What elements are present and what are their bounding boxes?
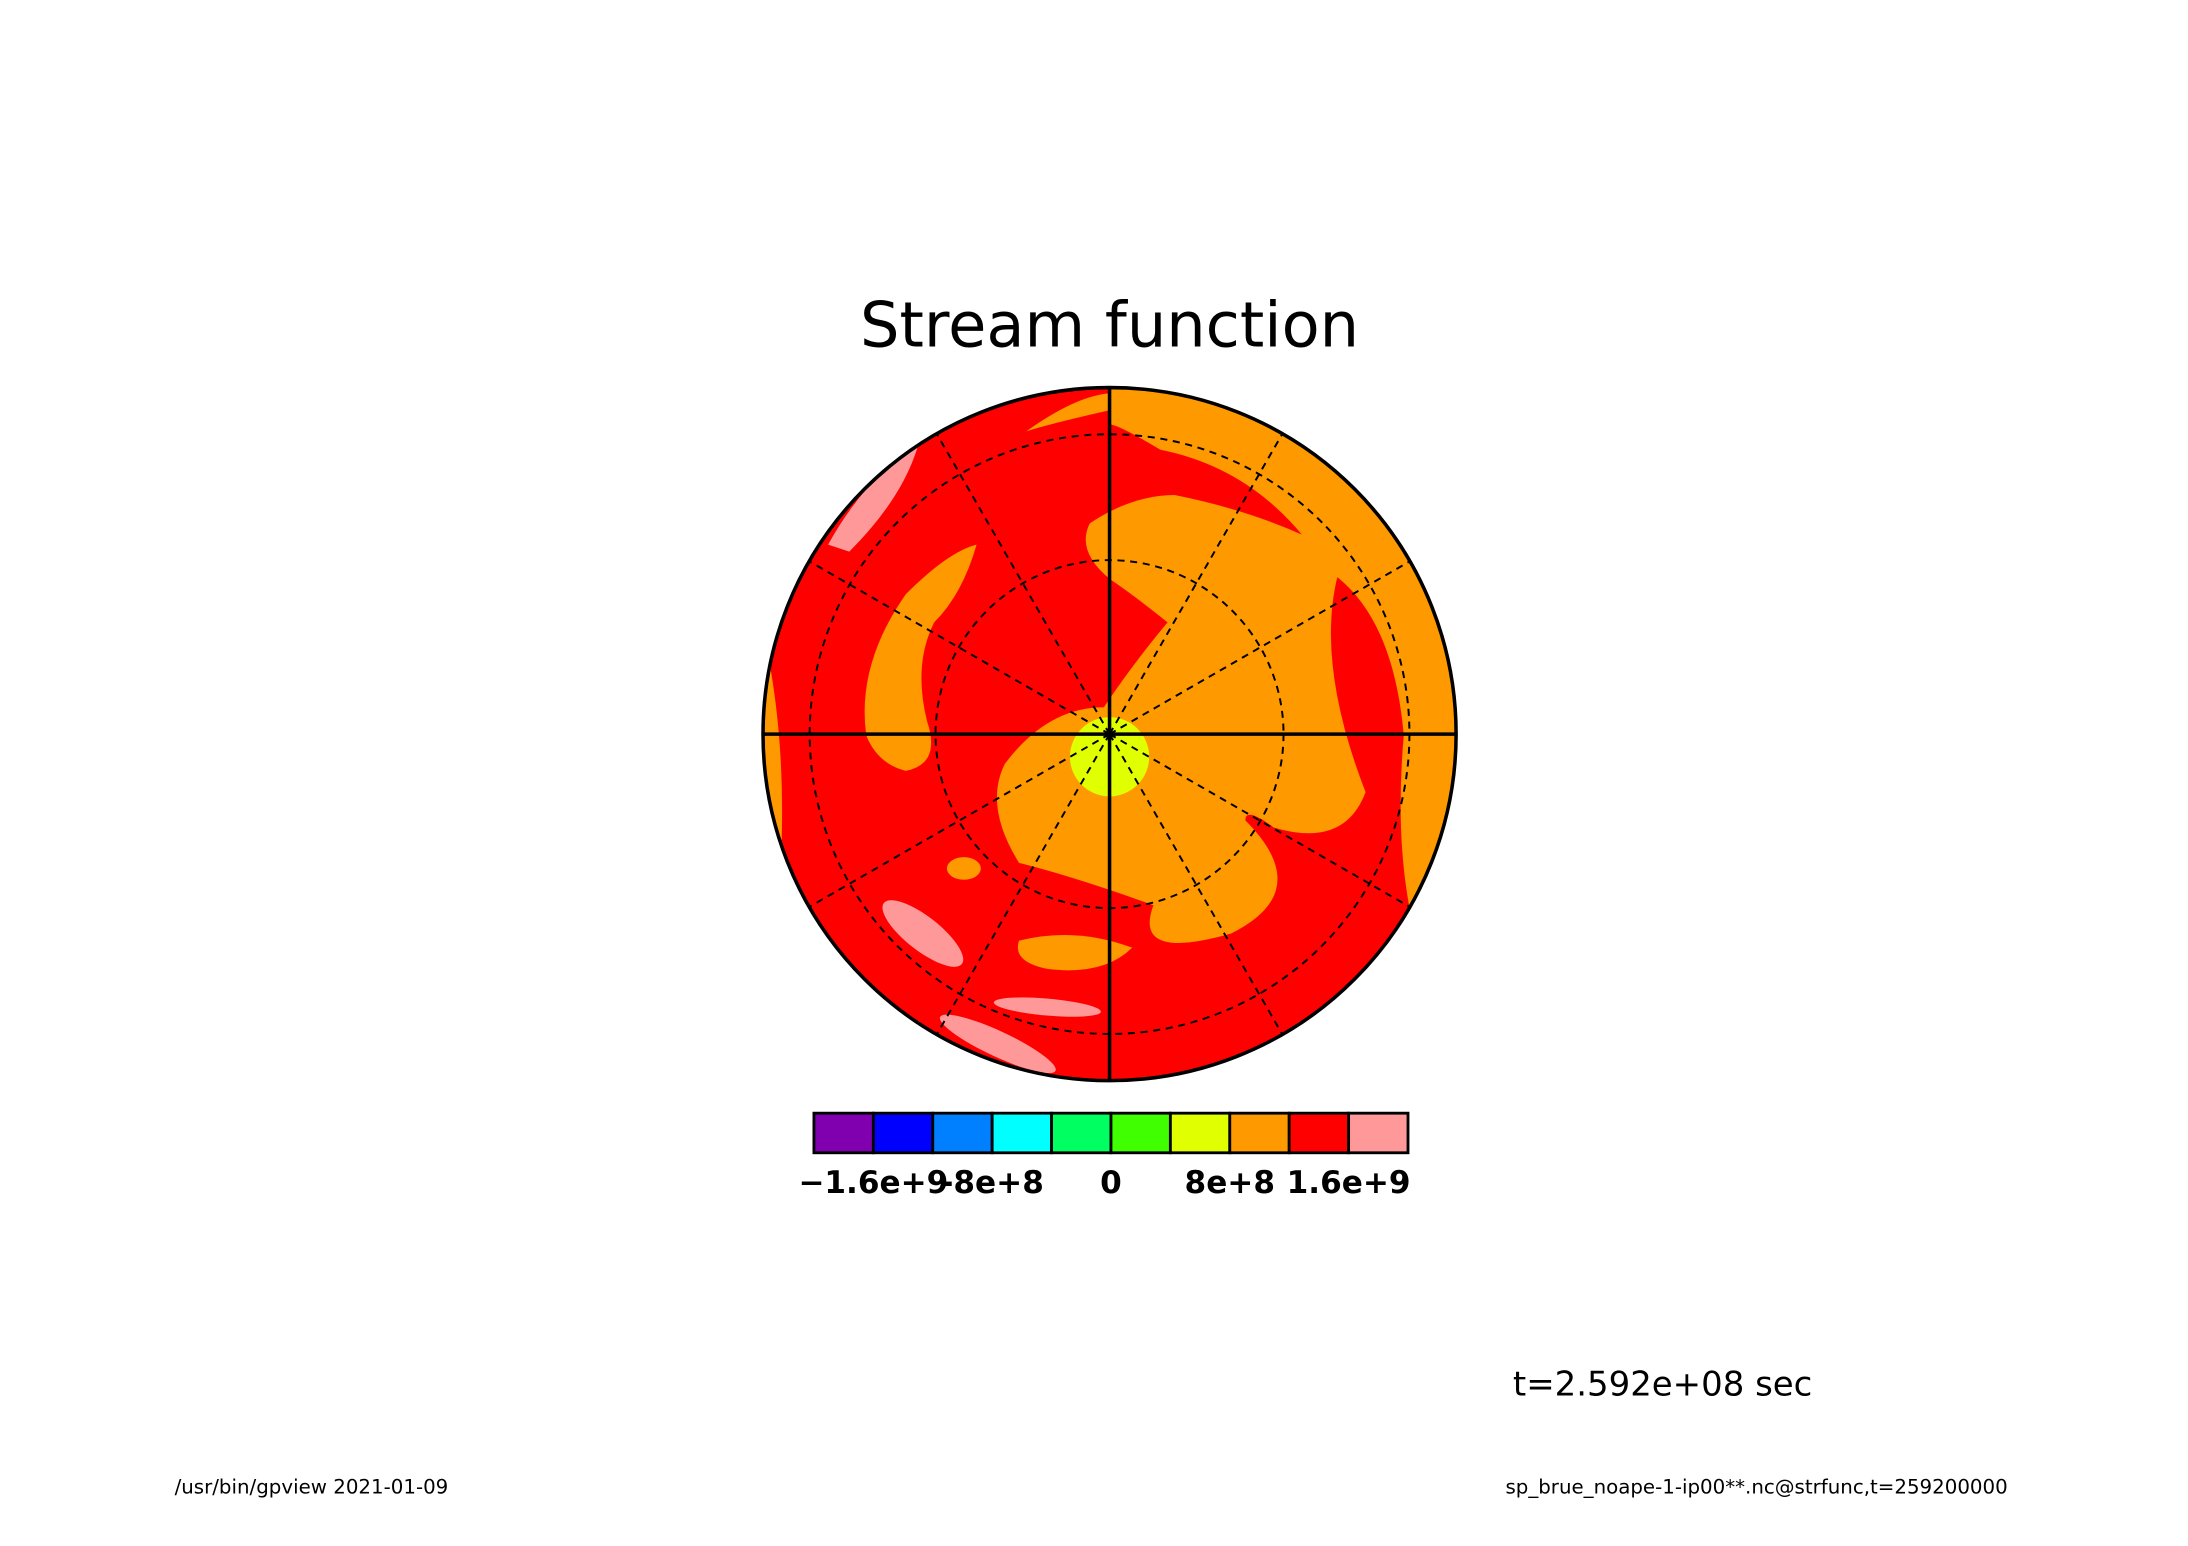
colorbar-box [871, 1111, 935, 1155]
colorbar-box [1168, 1111, 1232, 1155]
colorbar-box [1228, 1111, 1291, 1155]
colorbar-tick-label: −1.6e+9 [798, 1165, 948, 1201]
colorbar-box [1287, 1111, 1351, 1155]
colorbar-box [1109, 1111, 1172, 1155]
contour-fill [1026, 387, 1110, 432]
contour-fill [939, 1014, 1056, 1074]
colorbar-box [1050, 1111, 1113, 1155]
colorbar: −1.6e+9-8e+8 0 8e+8 1.6e+9 [798, 1111, 1411, 1201]
colorbar-tick-label: -8e+8 [940, 1165, 1043, 1201]
contour-fill [864, 544, 977, 771]
colorbar-tick-label: 0 [1100, 1165, 1122, 1201]
time-annotation: t=2.592e+08 sec [1513, 1365, 1812, 1405]
colorbar-box [931, 1111, 994, 1155]
map-border [761, 385, 1458, 1083]
colorbar-box [812, 1111, 875, 1155]
colorbar-box [1347, 1111, 1410, 1155]
colorbar-tick-label: 1.6e+9 [1287, 1165, 1411, 1201]
contour-fill [946, 857, 981, 880]
chart-title: Stream function [860, 289, 1359, 362]
contour-fill [882, 900, 964, 967]
colorbar-box [990, 1111, 1053, 1155]
frame [761, 385, 1458, 1083]
footer-right: sp_brue_noape-1-ip00**.nc@strfunc,t=2592… [1505, 1476, 2007, 1499]
contour-fill [763, 636, 783, 849]
colorbar-tick-label: 8e+8 [1185, 1165, 1275, 1201]
footer-left: /usr/bin/gpview 2021-01-09 [175, 1476, 449, 1499]
contour-fill [993, 997, 1101, 1017]
contour-fill [828, 438, 921, 552]
contour-fill [1017, 934, 1133, 971]
